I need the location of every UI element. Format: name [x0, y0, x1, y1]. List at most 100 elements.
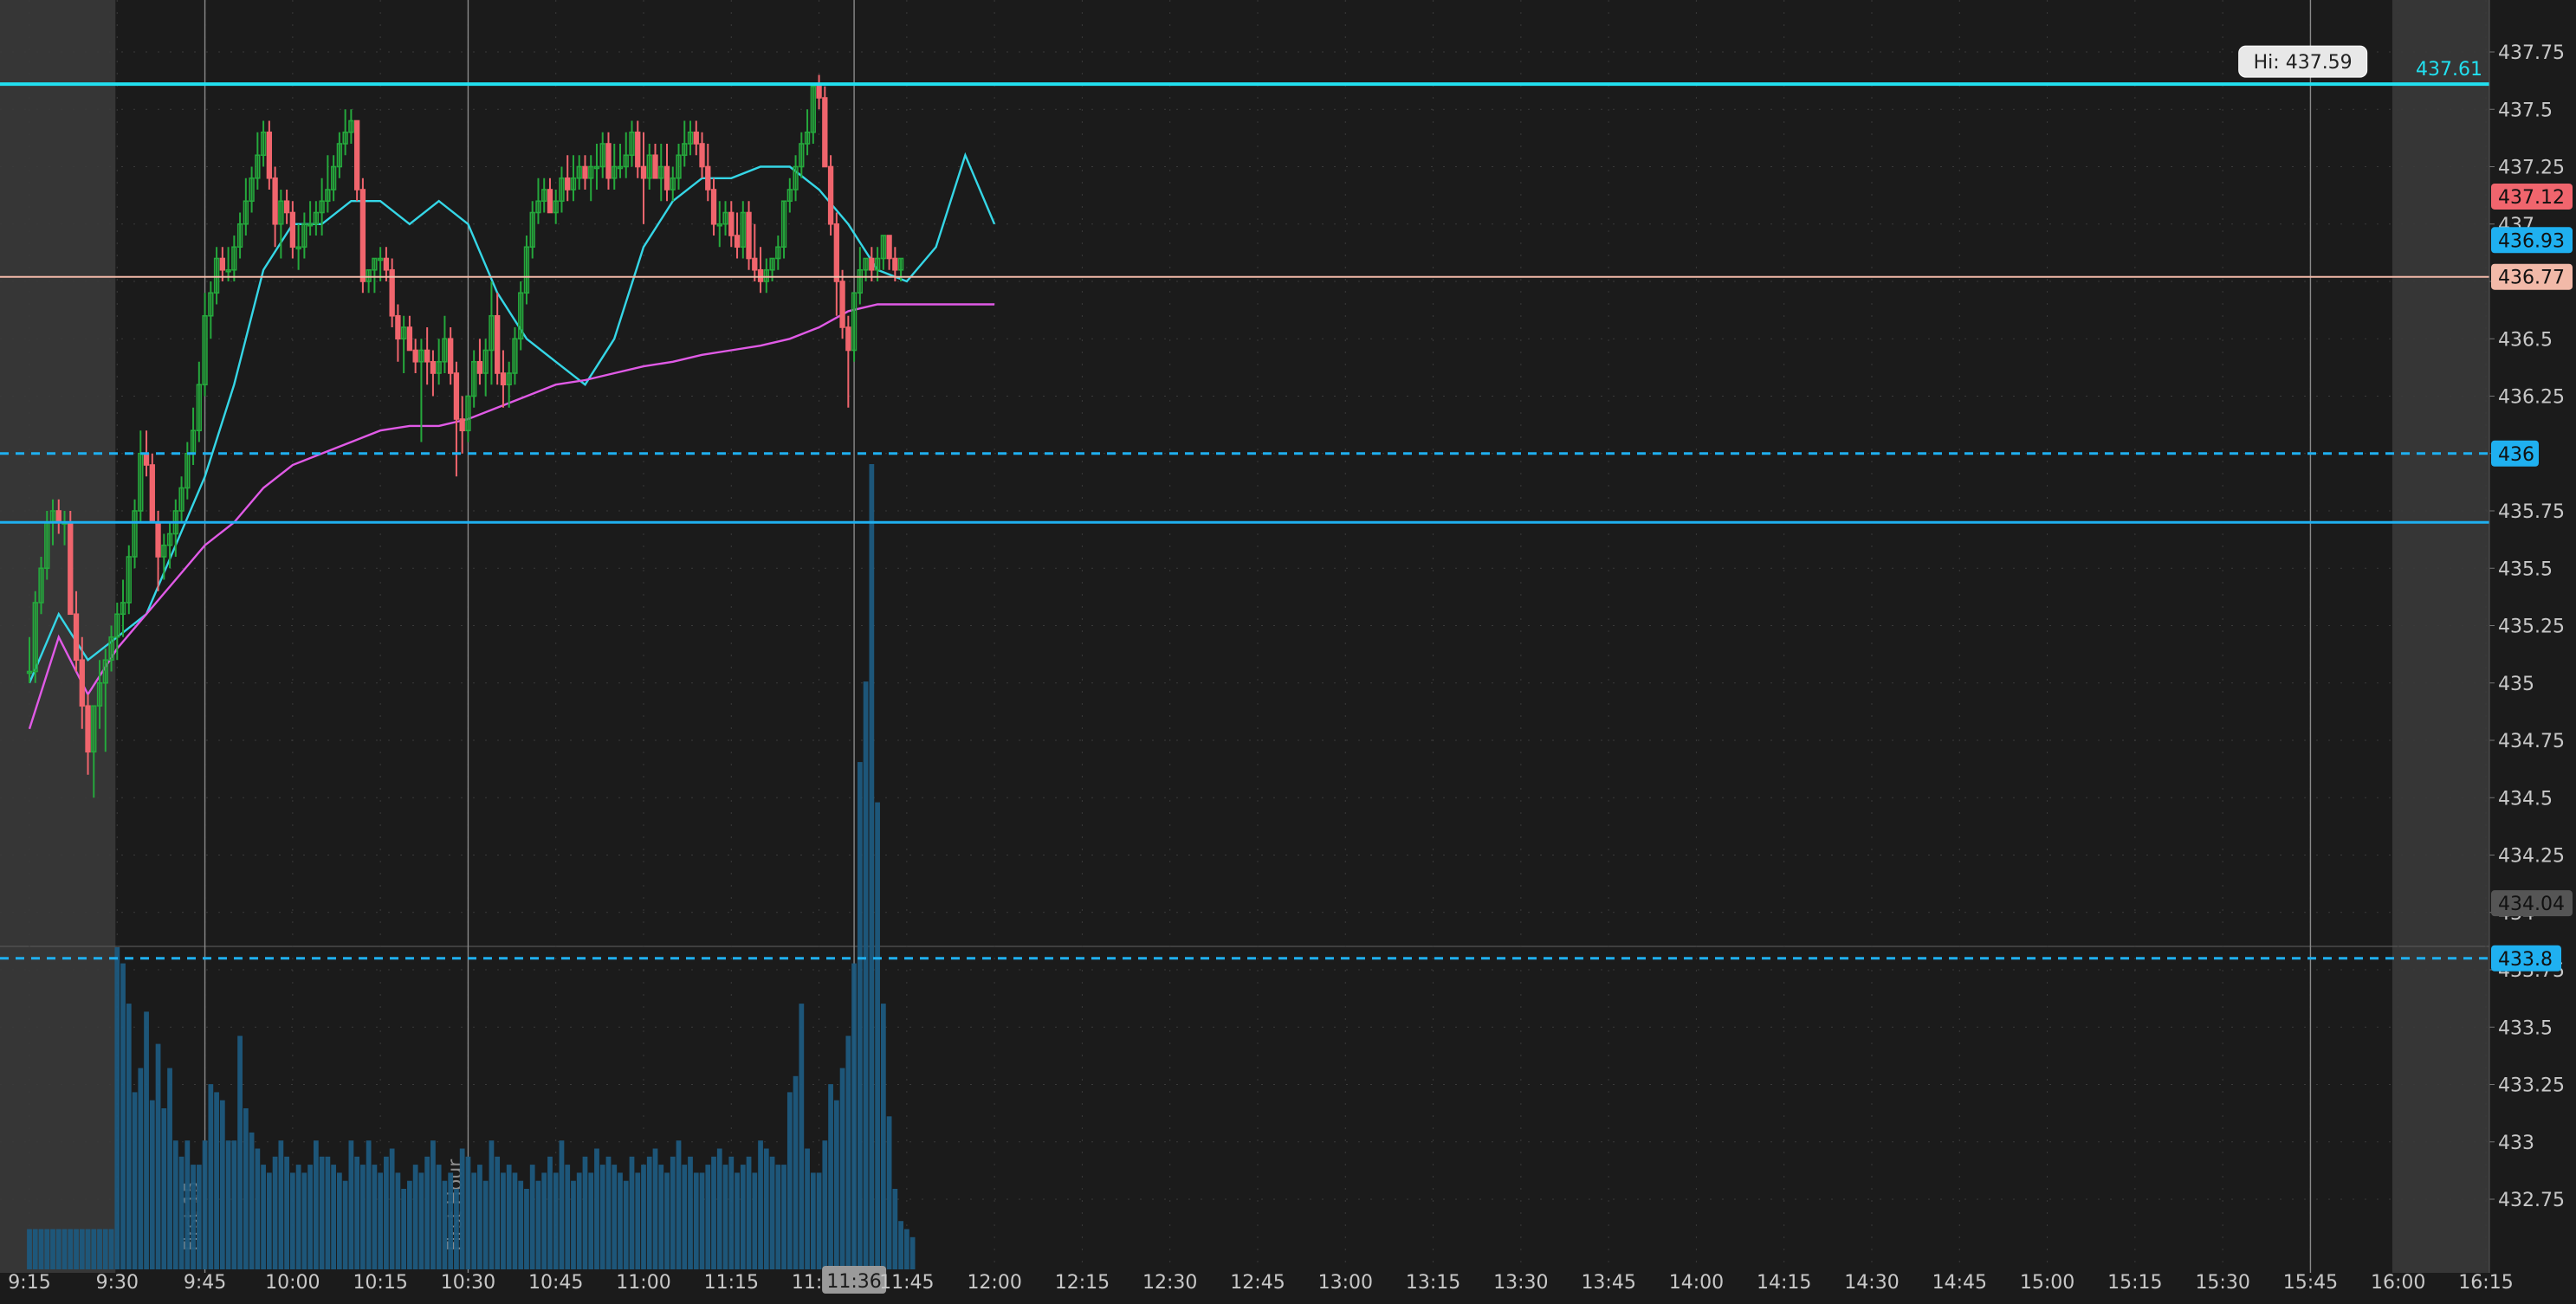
candle-up[interactable] — [775, 246, 781, 260]
candle-down[interactable] — [406, 326, 413, 352]
candle-up[interactable] — [857, 268, 864, 294]
candle-up[interactable] — [325, 189, 331, 203]
candle-down[interactable] — [289, 211, 296, 249]
candle-up[interactable] — [108, 636, 114, 662]
candle-down[interactable] — [582, 165, 588, 179]
candle-up[interactable] — [535, 200, 541, 214]
candle-down[interactable] — [705, 165, 711, 190]
candle-up[interactable] — [576, 165, 582, 179]
candle-down[interactable] — [816, 85, 822, 99]
candle-up[interactable] — [377, 257, 384, 261]
candle-up[interactable] — [523, 246, 530, 294]
candle-down[interactable] — [453, 372, 460, 420]
candle-up[interactable] — [196, 384, 202, 432]
candle-down[interactable] — [430, 360, 437, 374]
candle-up[interactable] — [372, 257, 378, 271]
candle-up[interactable] — [716, 223, 722, 227]
candle-up[interactable] — [471, 360, 477, 397]
candle-down[interactable] — [272, 177, 278, 225]
candle-down[interactable] — [869, 257, 875, 271]
candle-down[interactable] — [728, 211, 735, 236]
candle-up[interactable] — [612, 165, 618, 179]
candle-up[interactable] — [529, 211, 535, 249]
candle-down[interactable] — [85, 705, 91, 753]
candle-up[interactable] — [804, 131, 811, 145]
candle-down[interactable] — [283, 200, 290, 214]
candle-up[interactable] — [236, 223, 243, 249]
candle-up[interactable] — [676, 154, 682, 179]
candle-down[interactable] — [412, 349, 418, 363]
candle-up[interactable] — [780, 200, 787, 249]
candle-up[interactable] — [348, 119, 354, 133]
candle-up[interactable] — [769, 257, 775, 271]
candle-up[interactable] — [465, 395, 471, 432]
candle-down[interactable] — [459, 418, 465, 432]
candle-down[interactable] — [143, 452, 150, 466]
candle-down[interactable] — [734, 235, 741, 249]
candle-down[interactable] — [746, 211, 752, 260]
candle-up[interactable] — [740, 211, 746, 249]
candle-up[interactable] — [255, 154, 261, 179]
candle-down[interactable] — [892, 257, 898, 271]
candle-up[interactable] — [91, 705, 97, 753]
candle-up[interactable] — [851, 292, 858, 352]
candle-up[interactable] — [646, 154, 652, 179]
candle-up[interactable] — [132, 510, 138, 558]
candle-up[interactable] — [897, 257, 904, 271]
candle-down[interactable] — [476, 360, 483, 374]
candle-up[interactable] — [366, 268, 372, 282]
candle-up[interactable] — [120, 602, 126, 616]
candle-up[interactable] — [559, 177, 565, 203]
candle-up[interactable] — [213, 257, 220, 294]
candle-down[interactable] — [55, 510, 61, 524]
candle-up[interactable] — [799, 143, 805, 168]
candle-down[interactable] — [155, 521, 161, 558]
candle-up[interactable] — [307, 223, 314, 227]
candle-up[interactable] — [786, 189, 793, 203]
candle-up[interactable] — [102, 659, 108, 684]
candle-down[interactable] — [652, 154, 658, 179]
candle-down[interactable] — [886, 235, 892, 260]
candle-down[interactable] — [500, 372, 507, 386]
candle-down[interactable] — [699, 143, 705, 168]
candle-up[interactable] — [301, 223, 307, 249]
candle-up[interactable] — [178, 487, 184, 512]
candle-down[interactable] — [640, 165, 647, 179]
candle-up[interactable] — [722, 211, 728, 225]
candle-up[interactable] — [541, 189, 547, 203]
candle-down[interactable] — [68, 521, 74, 616]
candle-up[interactable] — [38, 567, 44, 604]
candle-up[interactable] — [518, 292, 524, 340]
candle-down[interactable] — [710, 189, 717, 225]
candle-up[interactable] — [874, 257, 881, 271]
candle-up[interactable] — [114, 613, 120, 638]
candle-up[interactable] — [687, 131, 694, 145]
candle-down[interactable] — [635, 131, 641, 168]
candle-down[interactable] — [565, 177, 571, 190]
candle-up[interactable] — [249, 177, 255, 203]
candle-up[interactable] — [161, 544, 167, 558]
candle-up[interactable] — [617, 165, 624, 170]
candle-down[interactable] — [383, 257, 390, 271]
candle-down[interactable] — [359, 189, 366, 282]
candle-up[interactable] — [278, 200, 284, 225]
candle-down[interactable] — [693, 131, 699, 145]
candle-up[interactable] — [670, 177, 676, 190]
candle-up[interactable] — [319, 200, 325, 214]
candle-down[interactable] — [79, 659, 85, 707]
candle-up[interactable] — [166, 533, 173, 546]
candle-up[interactable] — [126, 556, 132, 604]
candle-up[interactable] — [231, 246, 237, 271]
candle-up[interactable] — [400, 326, 407, 340]
candle-up[interactable] — [96, 681, 103, 707]
candle-up[interactable] — [336, 143, 343, 168]
candle-up[interactable] — [330, 165, 337, 190]
candle-down[interactable] — [757, 268, 764, 282]
candle-up[interactable] — [295, 246, 301, 250]
candle-up[interactable] — [793, 165, 799, 190]
candle-up[interactable] — [442, 338, 448, 363]
candle-up[interactable] — [623, 154, 629, 168]
candle-up[interactable] — [418, 349, 424, 363]
candle-down[interactable] — [73, 613, 80, 662]
